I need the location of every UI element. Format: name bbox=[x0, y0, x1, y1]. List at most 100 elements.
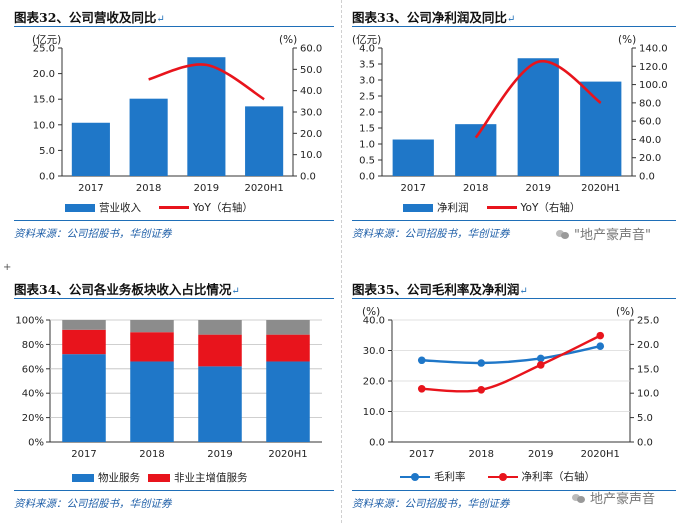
left-tick-label: 0.0 bbox=[39, 172, 55, 183]
point-2017 bbox=[417, 385, 426, 393]
left-tick-label: 1.0 bbox=[359, 140, 375, 151]
point-2019 bbox=[536, 354, 545, 363]
source-rule bbox=[14, 220, 334, 221]
bar-2017 bbox=[71, 122, 110, 176]
legend: 毛利率 净利率（右轴） bbox=[400, 469, 595, 484]
left-tick-label: 5.0 bbox=[39, 146, 55, 157]
left-tick-label: 0.0 bbox=[369, 438, 385, 449]
left-tick-label: 3.0 bbox=[359, 76, 375, 87]
right-tick-label: 40.0 bbox=[300, 86, 322, 97]
left-tick-label: 10.0 bbox=[33, 120, 55, 131]
left-tick-label: 2.5 bbox=[359, 92, 375, 103]
right-tick-label: 50.0 bbox=[300, 65, 322, 76]
right-tick-label: 10.0 bbox=[637, 389, 659, 400]
right-tick-label: 20.0 bbox=[637, 340, 659, 351]
right-tick-label: 20.0 bbox=[639, 153, 661, 164]
left-tick-label: 10.0 bbox=[363, 407, 385, 418]
x-tick-label: 2020H1 bbox=[581, 183, 620, 194]
left-tick-label: 25.0 bbox=[33, 44, 55, 55]
left-tick-label: 1.5 bbox=[359, 124, 375, 135]
panel-title: 图表33、公司净利润及同比↵ bbox=[352, 10, 516, 25]
right-unit: (%) bbox=[279, 34, 297, 46]
right-tick-label: 10.0 bbox=[300, 150, 322, 161]
point-2017 bbox=[417, 356, 426, 365]
series-line-2 bbox=[421, 334, 601, 393]
source-note: 资料来源：公司招股书，华创证券 bbox=[14, 228, 172, 240]
wechat-icon bbox=[556, 228, 570, 240]
x-tick-label: 2020H1 bbox=[581, 449, 620, 460]
series-line-1 bbox=[421, 345, 601, 365]
bar-segment-2017 bbox=[62, 329, 106, 355]
bar-2018 bbox=[129, 98, 168, 176]
panel-title: 图表32、公司营收及同比↵ bbox=[14, 10, 165, 25]
title-rule bbox=[14, 298, 334, 299]
bar-segment-2017 bbox=[62, 354, 106, 442]
bar-2019 bbox=[187, 57, 226, 176]
y-tick-label: 60% bbox=[22, 364, 44, 375]
x-tick-label: 2018 bbox=[139, 449, 164, 460]
x-tick-label: 2018 bbox=[463, 183, 488, 194]
bar-segment-2020H1 bbox=[266, 334, 310, 362]
right-tick-label: 60.0 bbox=[300, 44, 322, 55]
left-tick-label: 4.0 bbox=[359, 44, 375, 55]
point-2020H1 bbox=[596, 342, 605, 351]
bar-segment-2020H1 bbox=[266, 320, 310, 335]
source-note: 资料来源：公司招股书，华创证券 bbox=[352, 228, 510, 240]
left-unit: (亿元) bbox=[32, 33, 61, 46]
right-tick-label: 0.0 bbox=[300, 172, 316, 183]
bar-2020H1 bbox=[245, 106, 284, 176]
anchor-mark: + bbox=[3, 262, 12, 273]
x-tick-label: 2018 bbox=[136, 183, 161, 194]
bar-segment-2019 bbox=[198, 320, 242, 335]
right-tick-label: 0.0 bbox=[639, 172, 655, 183]
right-tick-label: 120.0 bbox=[639, 62, 668, 73]
point-2018 bbox=[477, 359, 486, 367]
x-tick-label: 2017 bbox=[78, 183, 103, 194]
bar-segment-2020H1 bbox=[266, 361, 310, 442]
left-tick-label: 20.0 bbox=[33, 69, 55, 80]
left-tick-label: 20.0 bbox=[363, 377, 385, 388]
left-tick-label: 3.5 bbox=[359, 60, 375, 71]
watermark: "地产豪声音" bbox=[556, 224, 651, 243]
legend-bars: 营业收入 bbox=[99, 202, 141, 214]
y-tick-label: 40% bbox=[22, 389, 44, 400]
y-tick-label: 20% bbox=[22, 413, 44, 424]
x-tick-label: 2020H1 bbox=[268, 449, 307, 460]
point-2020H1 bbox=[596, 331, 605, 340]
x-tick-label: 2020H1 bbox=[244, 183, 283, 194]
y-tick-label: 80% bbox=[22, 340, 44, 351]
watermark: 地产豪声音 bbox=[572, 488, 655, 507]
bar-segment-2018 bbox=[130, 361, 174, 442]
right-unit: (%) bbox=[616, 306, 634, 318]
title-rule bbox=[352, 298, 676, 299]
right-tick-label: 100.0 bbox=[639, 80, 668, 91]
left-tick-label: 0.0 bbox=[359, 172, 375, 183]
bar-2017 bbox=[392, 139, 434, 176]
source-rule bbox=[352, 490, 676, 491]
x-tick-label: 2019 bbox=[526, 183, 551, 194]
left-tick-label: 30.0 bbox=[363, 346, 385, 357]
wechat-icon bbox=[572, 492, 586, 504]
margins-chart: 0.0 10.0 20.0 30.0 40.0 0.0 5.0 10.0 15.0 20.0 25.… bbox=[342, 300, 686, 480]
title-rule bbox=[352, 26, 676, 27]
source-rule bbox=[352, 220, 676, 221]
legend-series-1: 物业服务 bbox=[98, 472, 140, 484]
source-note: 资料来源：公司招股书，华创证券 bbox=[14, 498, 172, 510]
right-tick-label: 5.0 bbox=[637, 413, 653, 424]
business-mix-chart: 0% 20% 40% 60% 80% 100% 2017 2018 2019 2020H1 bbox=[0, 300, 340, 480]
right-tick-label: 30.0 bbox=[300, 108, 322, 119]
legend-line: YoY（右轴） bbox=[193, 202, 253, 214]
right-tick-label: 40.0 bbox=[639, 135, 661, 146]
right-tick-label: 0.0 bbox=[637, 438, 653, 449]
legend-series-2: 净利率（右轴） bbox=[521, 471, 596, 483]
point-2018 bbox=[477, 385, 486, 394]
right-tick-label: 60.0 bbox=[639, 117, 661, 128]
left-tick-label: 0.5 bbox=[359, 156, 375, 167]
right-tick-label: 140.0 bbox=[639, 44, 668, 55]
bar-segment-2019 bbox=[198, 334, 242, 367]
x-tick-label: 2017 bbox=[409, 449, 434, 460]
legend: 营业收入 YoY（右轴） bbox=[65, 200, 253, 215]
x-tick-label: 2019 bbox=[207, 449, 232, 460]
yoy-line bbox=[148, 63, 265, 101]
bar-segment-2019 bbox=[198, 366, 242, 442]
